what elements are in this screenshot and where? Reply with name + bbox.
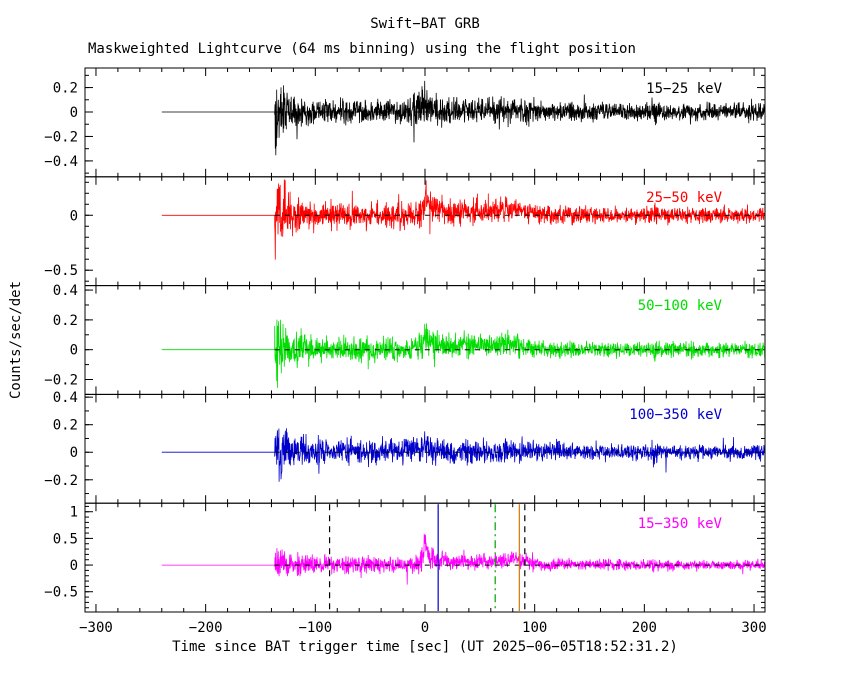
x-tick-label: −100	[298, 620, 332, 636]
lightcurve-line-2	[161, 319, 765, 388]
y-tick-label: 0.4	[53, 283, 78, 299]
panel-data-0	[161, 80, 765, 156]
panel-frame	[84, 502, 766, 613]
tick-labels: 0.2 0 −0.2 −0.4 0 −0.5 0.4 0.2 0 −0.2 0.4 0.2 0 −0.2 1…	[44, 81, 766, 636]
y-axis-label: Counts/sec/det	[8, 280, 24, 400]
y-tick-label: 0.2	[53, 313, 78, 329]
x-tick-label: 100	[522, 620, 547, 636]
axis-ticks	[85, 68, 765, 612]
y-tick-label: 0	[70, 343, 78, 359]
y-tick-label: 0.5	[53, 531, 78, 547]
panel-data-4	[161, 533, 765, 585]
panel-data-2	[161, 319, 765, 388]
y-tick-label: 0	[70, 445, 78, 461]
x-tick-label: −200	[189, 620, 223, 636]
x-tick-label: −300	[79, 620, 113, 636]
y-tick-label: −0.4	[44, 154, 78, 170]
panel-data-1	[161, 179, 765, 260]
lightcurve-line-1	[161, 179, 765, 260]
band-label-100-350-kev: 100−350 keV	[629, 407, 722, 423]
y-tick-label: 0	[70, 558, 78, 574]
y-tick-label: 0	[70, 208, 78, 224]
chart-subtitle: Maskweighted Lightcurve (64 ms binning) …	[88, 41, 636, 57]
x-axis-label: Time since BAT trigger time [sec] (UT 20…	[172, 639, 678, 655]
y-tick-label: 0.4	[53, 390, 78, 406]
x-tick-label: 300	[741, 620, 766, 636]
y-tick-label: 1	[70, 505, 78, 521]
band-label-25-50-kev: 25−50 keV	[646, 190, 722, 206]
y-tick-label: −0.2	[44, 129, 78, 145]
y-tick-label: −0.2	[44, 473, 78, 489]
lightcurve-line-4	[161, 533, 765, 585]
y-tick-label: −0.5	[44, 585, 78, 601]
y-tick-label: 0.2	[53, 81, 78, 97]
band-label-15-25-kev: 15−25 keV	[646, 81, 722, 97]
x-tick-label: 0	[421, 620, 429, 636]
panel-data-3	[161, 428, 765, 482]
lightcurve-line-0	[161, 80, 765, 156]
x-tick-label: 200	[632, 620, 657, 636]
band-label-15-350-kev: 15−350 keV	[637, 516, 722, 532]
band-label-50-100-kev: 50−100 keV	[637, 298, 722, 314]
chart-title: Swift−BAT GRB	[370, 16, 480, 32]
y-tick-label: 0	[70, 105, 78, 121]
y-tick-label: −0.5	[44, 263, 78, 279]
y-tick-label: 0.2	[53, 418, 78, 434]
lightcurve-line-3	[161, 428, 765, 482]
y-tick-label: −0.2	[44, 372, 78, 388]
